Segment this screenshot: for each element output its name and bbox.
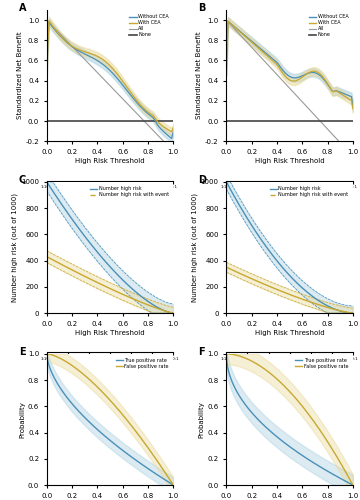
Y-axis label: Number high risk (out of 1000): Number high risk (out of 1000) [192, 193, 198, 302]
Text: D: D [198, 176, 207, 186]
Y-axis label: Standardized Net Benefit: Standardized Net Benefit [17, 32, 23, 120]
Legend: True positive rate, False positive rate: True positive rate, False positive rate [293, 356, 350, 371]
Y-axis label: Probability: Probability [19, 401, 25, 438]
Legend: True positive rate, False positive rate: True positive rate, False positive rate [114, 356, 171, 371]
Legend: Without CEA, With CEA, All, None: Without CEA, With CEA, All, None [307, 12, 350, 39]
Text: A: A [19, 4, 27, 14]
Text: E: E [19, 347, 26, 357]
X-axis label: High Risk Threshold: High Risk Threshold [75, 158, 145, 164]
Legend: Number high risk, Number high risk with event: Number high risk, Number high risk with … [267, 184, 350, 199]
Y-axis label: Probability: Probability [199, 401, 205, 438]
Text: C: C [19, 176, 26, 186]
Y-axis label: Number high risk (out of 1000): Number high risk (out of 1000) [12, 193, 18, 302]
Text: B: B [198, 4, 206, 14]
Text: F: F [198, 347, 205, 357]
X-axis label: High Risk Threshold: High Risk Threshold [255, 158, 324, 164]
Legend: Number high risk, Number high risk with event: Number high risk, Number high risk with … [88, 184, 171, 199]
Y-axis label: Standardized Net Benefit: Standardized Net Benefit [196, 32, 202, 120]
X-axis label: High Risk Threshold: High Risk Threshold [75, 330, 145, 336]
X-axis label: High Risk Threshold: High Risk Threshold [255, 330, 324, 336]
Legend: Without CEA, With CEA, All, None: Without CEA, With CEA, All, None [127, 12, 171, 39]
